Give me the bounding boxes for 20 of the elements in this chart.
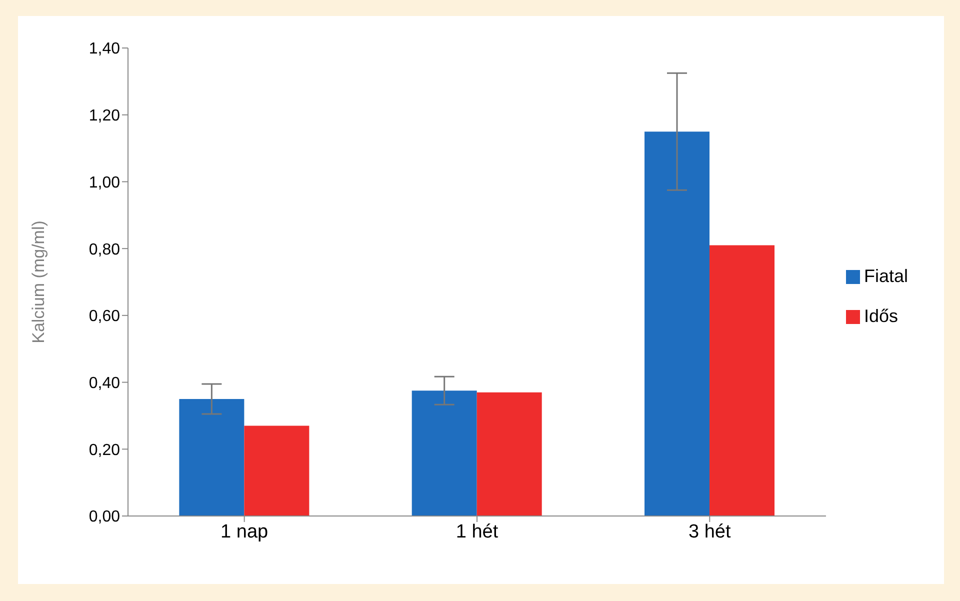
bar (412, 390, 477, 516)
y-tick-label: 0,60 (88, 308, 120, 326)
bar (644, 132, 710, 516)
bar (476, 392, 542, 516)
y-tick-label: 0,00 (88, 508, 120, 526)
y-axis-title: Kalcium (mg/ml) (29, 220, 48, 344)
y-tick-label: 0,40 (88, 374, 120, 392)
y-tick-label: 1,00 (88, 174, 120, 192)
bar (244, 426, 310, 516)
y-tick-label: 0,20 (88, 442, 120, 459)
x-tick-label: 1 hét (456, 521, 499, 542)
y-tick-label: 1,20 (88, 108, 120, 125)
y-tick-label: 1,40 (88, 40, 120, 58)
legend-label: Fiatal (864, 266, 908, 286)
x-tick-label: 1 nap (220, 521, 268, 542)
y-tick-label: 0,80 (88, 241, 120, 258)
bar (179, 399, 244, 516)
bar (710, 245, 775, 516)
x-tick-label: 3 hét (688, 521, 732, 542)
legend-label: Idős (864, 306, 898, 326)
